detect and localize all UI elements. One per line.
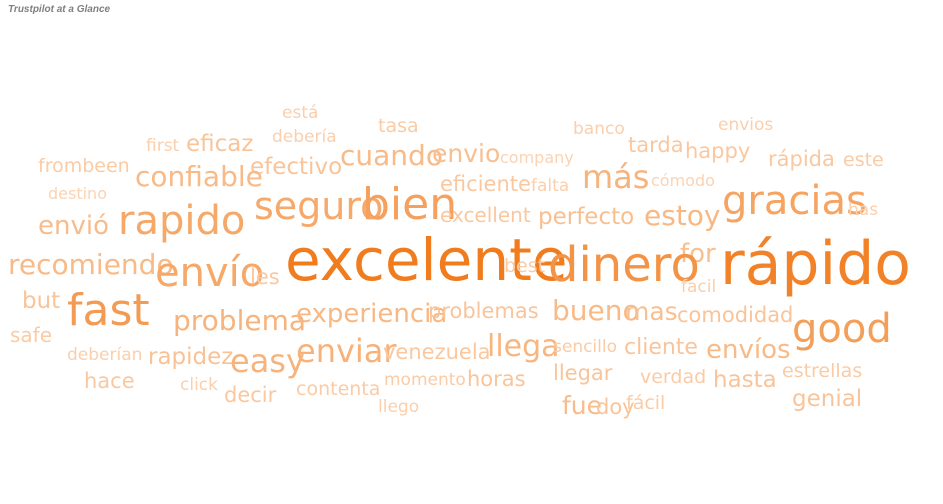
word-facil: fácil bbox=[626, 392, 665, 414]
word-tasa: tasa bbox=[378, 115, 419, 137]
word-comodo: cómodo bbox=[651, 171, 715, 190]
word-click: click bbox=[180, 375, 218, 395]
word-cliente: cliente bbox=[624, 335, 698, 360]
word-envio: envio bbox=[432, 139, 500, 168]
word-efectivo: efectivo bbox=[250, 154, 342, 180]
word-envios: envíos bbox=[706, 335, 791, 365]
word-deberia: debería bbox=[272, 127, 337, 147]
word-comodidad: comodidad bbox=[677, 303, 793, 327]
word-eficiente: eficiente bbox=[440, 172, 531, 196]
word-doy: doy bbox=[596, 395, 635, 419]
word-envio: envío bbox=[155, 250, 264, 296]
word-rapida: rápida bbox=[768, 147, 835, 171]
word-safe: safe bbox=[10, 323, 52, 347]
word-rapido: rápido bbox=[720, 229, 911, 299]
word-excelente: excelente bbox=[285, 226, 568, 294]
word-envios: envios bbox=[718, 115, 773, 135]
word-venezuela: venezuela bbox=[383, 340, 491, 364]
word-frombeen: frombeen bbox=[38, 155, 130, 177]
word-dinero: dinero bbox=[548, 237, 700, 293]
word-destino: destino bbox=[48, 184, 107, 203]
word-llego: llego bbox=[378, 397, 419, 417]
word-easy: easy bbox=[230, 342, 305, 380]
word-momento: momento bbox=[384, 370, 466, 390]
word-llegar: llegar bbox=[553, 361, 613, 385]
word-bueno: bueno bbox=[552, 294, 640, 327]
word-hace: hace bbox=[84, 369, 135, 393]
word-contenta: contenta bbox=[296, 378, 380, 400]
word-genial: genial bbox=[792, 386, 862, 412]
word-mas: más bbox=[582, 158, 649, 196]
word-for: for bbox=[680, 239, 716, 269]
word-excellent: excellent bbox=[440, 203, 531, 227]
dashboard-title: Trustpilot at a Glance bbox=[8, 4, 111, 15]
word-enviar: enviar bbox=[296, 332, 397, 370]
word-les: les bbox=[250, 265, 280, 289]
word-confiable: confiable bbox=[135, 160, 263, 193]
word-estoy: estoy bbox=[644, 199, 721, 232]
word-problemas: problemas bbox=[428, 299, 539, 323]
word-este: este bbox=[843, 149, 884, 171]
word-eficaz: eficaz bbox=[186, 131, 253, 157]
word-fue: fue bbox=[562, 391, 602, 420]
word-fast: fast bbox=[67, 285, 150, 336]
word-hasta: hasta bbox=[713, 367, 777, 393]
word-facil: facil bbox=[681, 277, 716, 297]
word-has: has bbox=[848, 200, 878, 220]
word-sencillo: sencillo bbox=[553, 337, 617, 357]
word-deberian: deberían bbox=[67, 345, 142, 365]
word-esta: está bbox=[282, 103, 318, 123]
word-mas: mas bbox=[625, 297, 678, 326]
word-falta: falta bbox=[531, 176, 569, 196]
word-good: good bbox=[792, 306, 892, 352]
word-experiencia: experiencia bbox=[296, 299, 447, 329]
word-envio: envió bbox=[38, 211, 109, 241]
word-banco: banco bbox=[573, 119, 625, 139]
word-problema: problema bbox=[173, 304, 306, 337]
word-decir: decir bbox=[224, 383, 277, 407]
word-tarda: tarda bbox=[628, 133, 684, 157]
word-seguro: seguro bbox=[254, 184, 383, 228]
word-but: but bbox=[22, 288, 60, 314]
word-rapido: rapido bbox=[118, 198, 245, 244]
word-best: best bbox=[504, 255, 545, 277]
word-recomiendo: recomiendo bbox=[8, 248, 174, 281]
word-cuando: cuando bbox=[340, 139, 443, 172]
word-verdad: verdad bbox=[640, 366, 706, 388]
word-bien: bien bbox=[362, 179, 457, 230]
word-rapidez: rapidez bbox=[148, 344, 233, 370]
word-llega: llega bbox=[487, 329, 560, 364]
word-estrellas: estrellas bbox=[782, 360, 862, 382]
word-first: first bbox=[146, 136, 180, 156]
word-perfecto: perfecto bbox=[538, 204, 634, 230]
word-happy: happy bbox=[685, 139, 750, 163]
word-gracias: gracias bbox=[722, 178, 867, 224]
word-horas: horas bbox=[467, 367, 526, 391]
word-company: company bbox=[500, 148, 574, 167]
